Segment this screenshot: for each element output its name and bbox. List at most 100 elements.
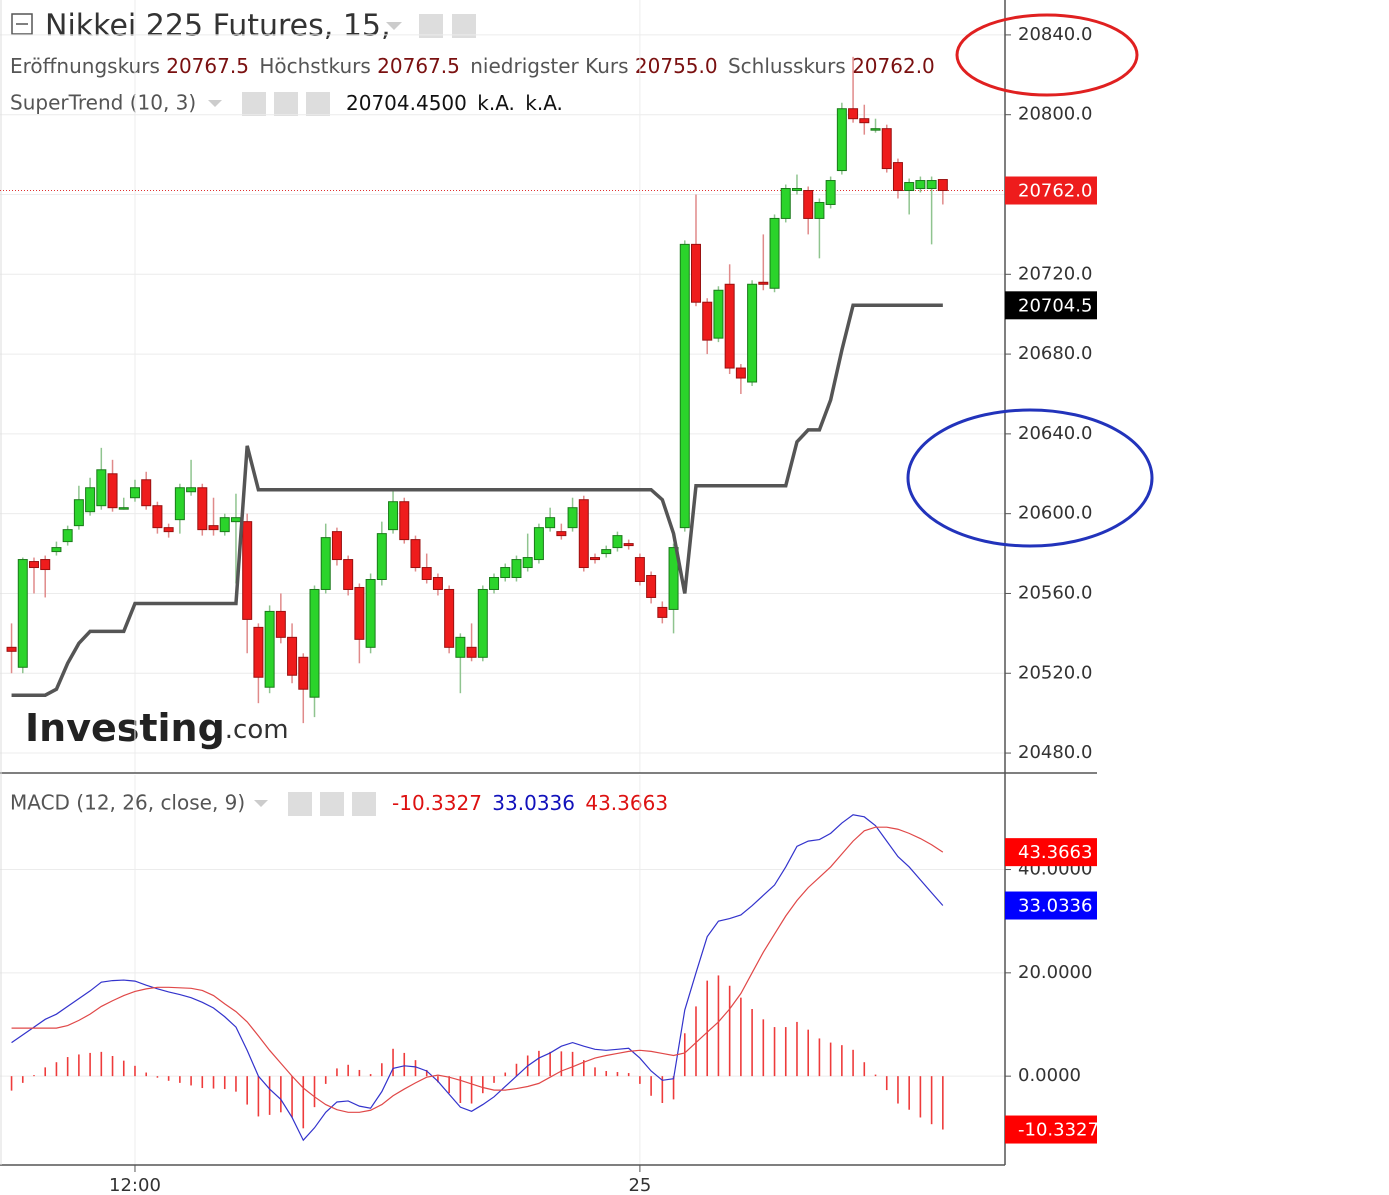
ohlc-value: 20755.0 <box>635 54 718 78</box>
supertrend-value: 20704.4500 <box>346 91 467 115</box>
supertrend-legend-name: SuperTrend (10, 3) <box>10 91 196 115</box>
candle-body <box>937 179 948 192</box>
y-tick-label: 0.0000 <box>1018 1065 1081 1086</box>
candle-body <box>410 539 421 569</box>
y-tick-label: 20.0000 <box>1018 962 1092 983</box>
candle-body <box>17 559 28 668</box>
macd-line <box>11 826 944 1113</box>
candle-body <box>780 188 791 219</box>
watermark-main: Investing <box>25 706 225 750</box>
eye-button[interactable] <box>419 14 443 38</box>
macd-legend: -10.3327 33.0336 43.3663 <box>392 791 668 815</box>
candle-body <box>197 487 208 531</box>
price-tag-label: 20762.0 <box>1018 181 1092 202</box>
ohlc-name: Schlusskurs <box>728 54 846 78</box>
value-tag <box>1005 891 1097 920</box>
candle-body <box>668 547 679 610</box>
candle-body <box>859 118 870 124</box>
y-tick-label: 20680.0 <box>1018 343 1092 364</box>
candle-body <box>275 610 286 638</box>
y-tick-label: 20560.0 <box>1018 582 1092 603</box>
y-tick-label: 20800.0 <box>1018 104 1092 125</box>
candle-body <box>724 283 735 369</box>
macd-legend-value: -10.3327 <box>392 791 482 815</box>
candle-body <box>915 180 926 190</box>
supertrend-tag-label: 20704.5 <box>1018 295 1092 316</box>
candle-body <box>567 507 578 529</box>
supertrend-legend: 20704.4500 k.A. k.A. <box>346 91 563 115</box>
candle-body <box>612 535 623 549</box>
candle-body <box>186 487 197 493</box>
watermark: Investing.com <box>25 706 289 750</box>
macd-legend-value: 33.0336 <box>492 791 575 815</box>
remove-button[interactable] <box>306 92 330 116</box>
candle-body <box>455 636 466 658</box>
candle-body <box>634 557 645 582</box>
candle-body <box>870 128 881 131</box>
candle-body <box>623 543 634 547</box>
candle-body <box>376 533 387 581</box>
eye-button[interactable] <box>242 92 266 116</box>
candle-body <box>881 128 892 170</box>
candle-body <box>388 501 399 531</box>
settings-button[interactable] <box>452 14 476 38</box>
candle-body <box>242 521 253 620</box>
candle-body <box>129 487 140 499</box>
candle-body <box>477 588 488 658</box>
candle-body <box>489 577 500 590</box>
supertrend-extra: k.A. <box>477 91 515 115</box>
value-tag <box>1005 1115 1097 1144</box>
candle-body <box>803 190 814 219</box>
candle-body <box>500 567 511 579</box>
candle-body <box>399 501 410 541</box>
candle-body <box>40 559 51 571</box>
candle-body <box>230 517 241 523</box>
dropdown[interactable] <box>386 22 402 30</box>
candle-body <box>287 636 298 676</box>
x-tick-label: 12:00 <box>109 1175 161 1195</box>
candle-body <box>331 531 342 561</box>
candle-body <box>522 557 533 569</box>
ohlc-name: Höchstkurs <box>259 54 371 78</box>
ohlc-value: 20767.5 <box>166 54 249 78</box>
settings-button[interactable] <box>320 792 344 816</box>
candle-body <box>892 162 903 192</box>
candle-body <box>264 610 275 688</box>
candle-body <box>432 577 443 590</box>
marks: 20480.0 20520.0 20560.0 20600.0 20640.0 20680… <box>0 0 1099 1195</box>
candle-body <box>444 588 455 648</box>
candle-body <box>590 557 601 561</box>
macd-legend-name: MACD (12, 26, close, 9) <box>10 791 245 815</box>
candle-body <box>556 531 567 537</box>
candle-body <box>735 367 746 379</box>
candle-body <box>769 217 780 289</box>
candle-body <box>646 575 657 598</box>
candle-body <box>578 499 589 569</box>
value-tag-label: -10.3327 <box>1018 1120 1099 1141</box>
candle-body <box>904 182 915 192</box>
dropdown[interactable] <box>254 800 268 807</box>
candle-body <box>533 527 544 561</box>
macd-line <box>11 814 944 1142</box>
eye-button[interactable] <box>288 792 312 816</box>
candle-body <box>545 517 556 529</box>
candle-body <box>848 108 859 120</box>
candle-body <box>107 473 118 509</box>
dropdown[interactable] <box>208 100 222 107</box>
candle-body <box>690 243 701 303</box>
remove-button[interactable] <box>352 792 376 816</box>
candle-body <box>466 646 477 658</box>
candle-body <box>320 537 331 590</box>
collapse-button[interactable] <box>11 13 33 35</box>
candle-body <box>85 487 96 513</box>
settings-button[interactable] <box>274 92 298 116</box>
candle-body <box>926 180 937 190</box>
candle-body <box>6 646 17 652</box>
supertrend-extra: k.A. <box>525 91 563 115</box>
candle-body <box>62 529 73 543</box>
ohlc-name: Eröffnungskurs <box>10 54 160 78</box>
y-tick-label: 20600.0 <box>1018 503 1092 524</box>
value-tag-label: 33.0336 <box>1018 896 1092 917</box>
